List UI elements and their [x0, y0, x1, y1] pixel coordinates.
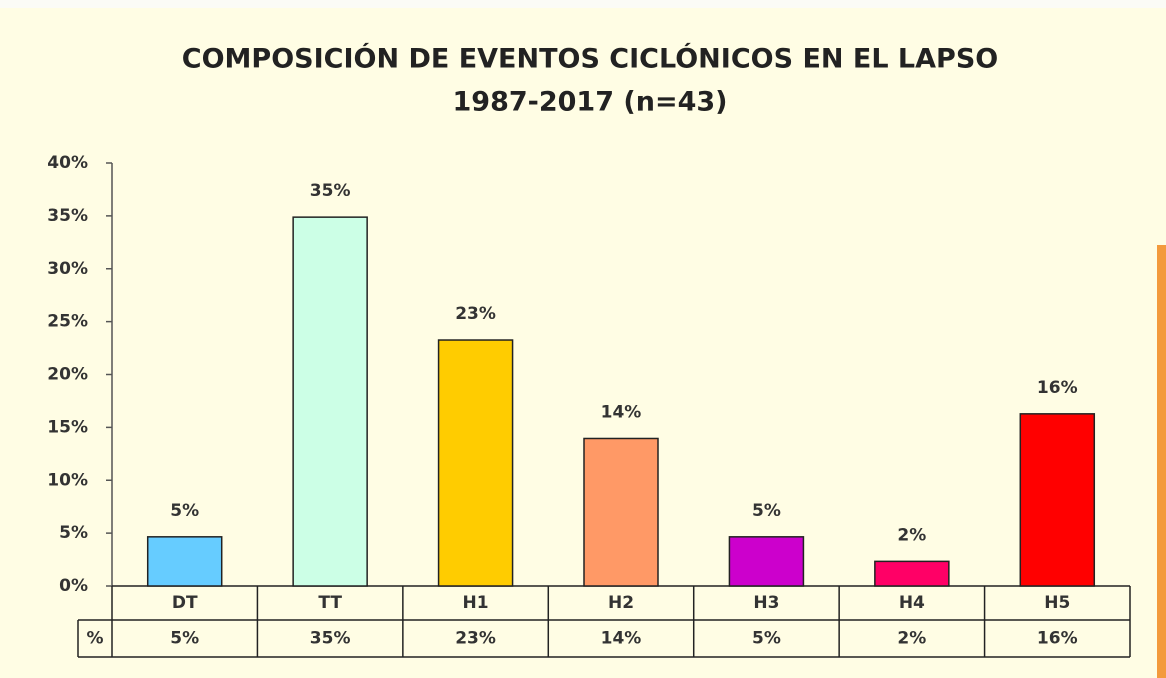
table-row-label: %	[86, 629, 103, 649]
data-label: 2%	[897, 525, 926, 545]
x-tick-label: H4	[899, 593, 925, 613]
x-tick-label: DT	[172, 593, 198, 613]
y-tick-label: 5%	[59, 523, 88, 543]
data-label: 5%	[170, 501, 199, 521]
y-tick-label: 20%	[47, 365, 88, 385]
y-tick-label: 25%	[47, 312, 88, 332]
bar	[1019, 413, 1096, 587]
y-tick-label: 40%	[47, 153, 88, 173]
chart-title: COMPOSICIÓN DE EVENTOS CICLÓNICOS EN EL …	[182, 43, 998, 75]
y-tick-label: 35%	[47, 206, 88, 226]
chart-subtitle: 1987-2017 (n=43)	[453, 87, 728, 118]
table-value: 35%	[310, 629, 351, 649]
bar	[146, 536, 223, 587]
x-tick-label: H5	[1044, 593, 1070, 613]
top-strip	[0, 0, 1166, 8]
x-tick-label: H2	[608, 593, 634, 613]
bar	[583, 437, 659, 587]
data-label: 35%	[310, 181, 351, 201]
data-label: 5%	[752, 501, 781, 521]
data-label: 23%	[455, 304, 496, 324]
bar	[728, 536, 805, 587]
table-value: 2%	[897, 629, 926, 649]
y-tick-label: 0%	[59, 576, 88, 596]
x-tick-label: H3	[753, 593, 779, 613]
x-tick-label: H1	[463, 593, 489, 613]
data-label: 16%	[1037, 378, 1078, 398]
data-label: 14%	[601, 402, 642, 422]
y-tick-label: 30%	[47, 259, 88, 279]
y-tick-label: 15%	[47, 417, 88, 437]
x-tick-label: TT	[318, 593, 342, 613]
table-value: 16%	[1037, 629, 1078, 649]
table-value: 23%	[455, 629, 496, 649]
y-tick-label: 10%	[47, 470, 88, 490]
bar	[292, 216, 368, 587]
table-value: 5%	[170, 629, 199, 649]
side-accent	[1157, 245, 1166, 678]
bar	[437, 339, 514, 587]
table-value: 5%	[752, 629, 781, 649]
table-value: 14%	[601, 629, 642, 649]
bar	[874, 560, 950, 587]
